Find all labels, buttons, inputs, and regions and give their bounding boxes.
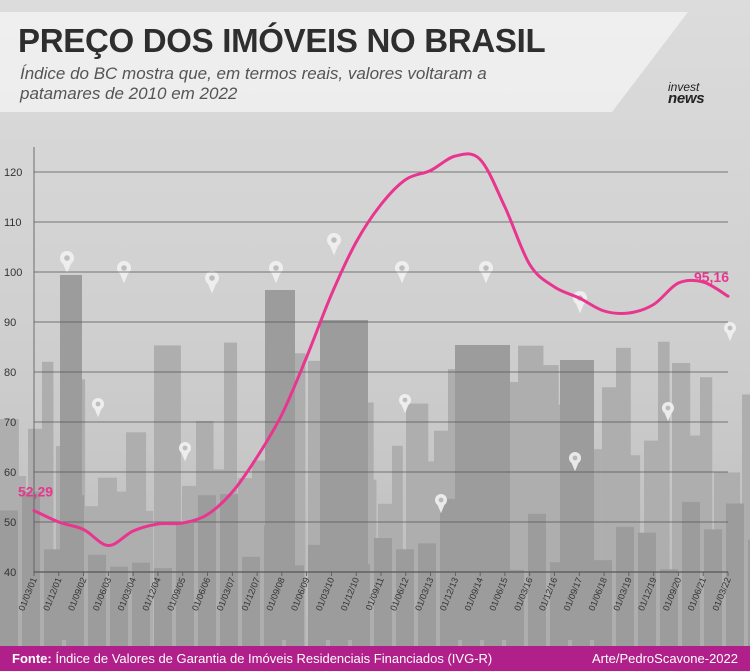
series-line	[32, 152, 730, 548]
source-note: Fonte: Índice de Valores de Garantia de …	[12, 651, 492, 666]
x-tick-label: 01/06/06	[190, 576, 212, 612]
page-subtitle: Índice do BC mostra que, em termos reais…	[20, 64, 487, 103]
x-tick-label: 01/03/07	[215, 576, 237, 612]
x-tick-label: 01/06/15	[487, 576, 509, 612]
x-tick-label: 01/09/20	[661, 576, 683, 612]
y-tick-label: 40	[4, 567, 16, 579]
x-tick-label: 01/03/01	[16, 576, 38, 612]
x-tick-label: 01/06/21	[686, 576, 708, 612]
x-tick-label: 01/06/18	[587, 576, 609, 612]
x-tick-label: 01/09/08	[264, 576, 286, 612]
x-tick-label: 01/03/13	[413, 576, 435, 612]
data-label: 95,16	[694, 269, 729, 285]
x-tick-label: 01/12/04	[140, 576, 162, 612]
x-tick-label: 01/12/16	[537, 576, 559, 612]
x-tick-label: 01/09/02	[66, 576, 88, 612]
x-tick-label: 01/03/16	[512, 576, 534, 612]
y-tick-label: 50	[4, 517, 16, 529]
y-tick-label: 110	[4, 217, 22, 229]
x-tick-label: 01/06/12	[388, 576, 410, 612]
source-label: Fonte:	[12, 651, 52, 666]
x-tick-label: 01/03/10	[314, 576, 336, 612]
x-tick-label: 01/12/10	[339, 576, 361, 612]
x-tick-label: 01/09/14	[463, 576, 485, 612]
logo-line-1: invest	[668, 80, 700, 94]
x-tick-label: 01/12/01	[41, 576, 63, 612]
x-tick-label: 01/03/22	[710, 576, 732, 612]
logo-line-2: news	[668, 90, 705, 107]
x-tick-label: 01/12/07	[240, 576, 262, 612]
x-tick-label: 01/12/19	[636, 576, 658, 612]
x-tick-label: 01/06/03	[91, 576, 113, 612]
source-text: Índice de Valores de Garantia de Imóveis…	[55, 651, 493, 666]
data-label: 52,29	[18, 484, 53, 500]
page-title: PREÇO DOS IMÓVEIS NO BRASIL	[18, 22, 546, 59]
y-tick-label: 100	[4, 267, 22, 279]
x-tick-label: 01/09/05	[165, 576, 187, 612]
x-tick-label: 01/09/11	[364, 576, 386, 612]
y-tick-label: 90	[4, 317, 16, 329]
credit-note: Arte/PedroScavone-2022	[592, 651, 738, 666]
y-tick-label: 120	[4, 167, 22, 179]
y-tick-label: 80	[4, 367, 16, 379]
header-band	[0, 12, 688, 112]
x-tick-label: 01/12/13	[438, 576, 460, 612]
x-tick-label: 01/03/04	[116, 576, 138, 612]
y-tick-label: 70	[4, 417, 16, 429]
x-tick-label: 01/03/19	[611, 576, 633, 612]
x-tick-label: 01/06/09	[289, 576, 311, 612]
y-tick-label: 60	[4, 467, 16, 479]
investnews-logo: invest news	[668, 80, 705, 107]
x-tick-label: 01/09/17	[562, 576, 584, 612]
footer-bar: Fonte: Índice de Valores de Garantia de …	[0, 646, 750, 671]
